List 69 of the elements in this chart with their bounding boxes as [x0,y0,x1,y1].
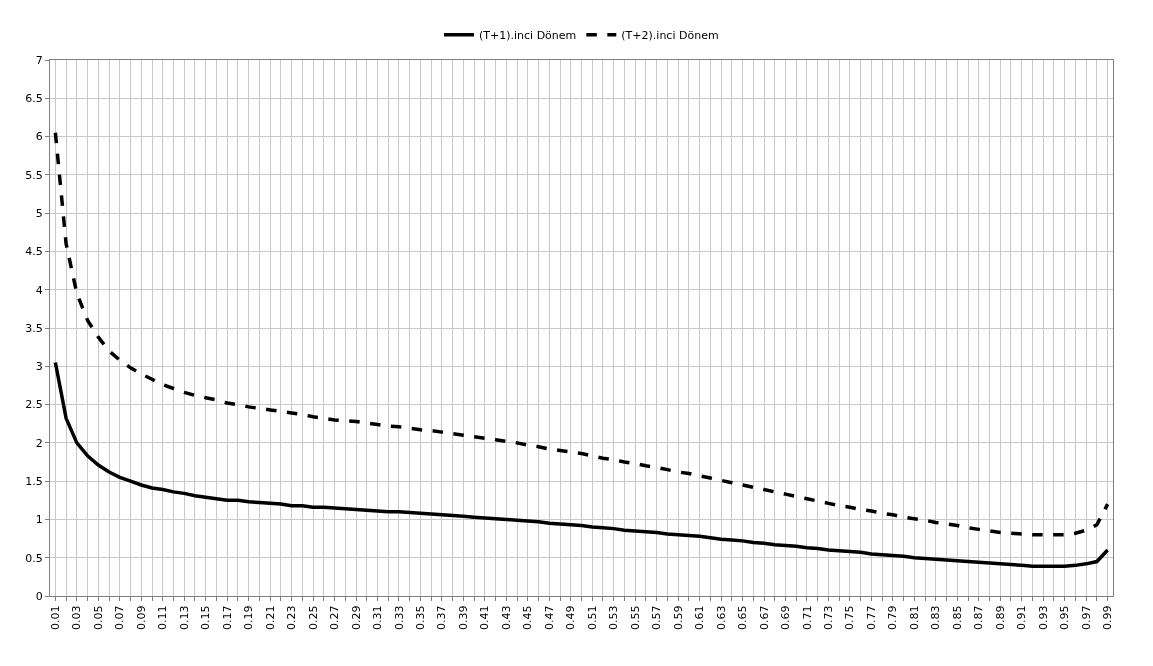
x-tick-label: 0.93 [1036,605,1050,630]
x-tick-label: 0.63 [714,605,728,630]
x-tick-label: 0.81 [907,605,921,630]
x-tick-label: 0.99 [1101,605,1115,630]
x-tick-label: 0.83 [929,605,943,630]
x-tick-label: 0.57 [650,605,664,630]
y-tick-label: 6 [35,130,43,144]
x-tick-label: 0.33 [392,605,406,630]
x-tick-label: 0.89 [993,605,1007,630]
x-tick-label: 0.97 [1079,605,1093,630]
x-tick-label: 0.79 [886,605,900,630]
x-tick-label: 0.67 [757,605,771,630]
x-tick-label: 0.53 [607,605,621,630]
x-tick-label: 0.41 [478,605,492,630]
x-tick-label: 0.87 [972,605,986,630]
x-tick-label: 0.73 [822,605,836,630]
x-tick-label: 0.17 [220,605,234,630]
y-tick-label: 7 [35,53,43,67]
x-tick-label: 0.25 [306,605,320,630]
y-tick-label: 4.5 [25,245,43,259]
x-tick-label: 0.45 [521,605,535,630]
y-tick-label: 3.5 [25,321,43,335]
y-tick-label: 1 [35,513,43,527]
x-tick-label: 0.55 [628,605,642,630]
y-tick-label: 3 [35,360,43,374]
y-tick-label: 2.5 [25,398,43,412]
x-tick-label: 0.35 [414,605,428,630]
x-tick-label: 0.69 [779,605,793,630]
line-series [53,130,1110,537]
x-tick-label: 0.05 [91,605,105,630]
y-tick-label: 6.5 [25,92,43,106]
x-tick-label: 0.29 [349,605,363,630]
y-tick-label: 0.5 [25,551,43,565]
legend-label: (T+1).inci Dönem [479,29,577,43]
x-tick-label: 0.01 [48,605,62,630]
y-tick-label: 4 [35,283,43,297]
x-tick-label: 0.09 [134,605,148,630]
x-tick-label: 0.91 [1015,605,1029,630]
y-tick-label: 1.5 [25,474,43,488]
x-tick-label: 0.77 [864,605,878,630]
x-tick-label: 0.23 [285,605,299,630]
x-tick-label: 0.19 [242,605,256,630]
x-tick-label: 0.51 [585,605,599,630]
x-tick-label: 0.03 [70,605,84,630]
x-tick-label: 0.37 [435,605,449,630]
x-tick-label: 0.13 [177,605,191,630]
line-series [53,360,1110,568]
y-tick-label: 5 [35,206,43,220]
x-tick-label: 0.31 [371,605,385,630]
legend-label: (T+2).inci Dönem [621,29,719,43]
x-tick-label: 0.71 [800,605,814,630]
x-tick-label: 0.59 [671,605,685,630]
y-tick-label: 0 [35,589,43,603]
x-tick-label: 0.65 [736,605,750,630]
x-tick-label: 0.15 [199,605,213,630]
x-tick-label: 0.49 [564,605,578,630]
x-tick-label: 0.11 [156,605,170,630]
x-tick-label: 0.61 [693,605,707,630]
x-tick-label: 0.85 [950,605,964,630]
x-tick-label: 0.47 [542,605,556,630]
x-tick-label: 0.07 [113,605,127,630]
x-tick-label: 0.43 [499,605,513,630]
x-tick-label: 0.95 [1058,605,1072,630]
x-tick-label: 0.27 [328,605,342,630]
y-tick-label: 2 [35,436,43,450]
x-tick-label: 0.75 [843,605,857,630]
y-tick-label: 5.5 [25,168,43,182]
x-tick-label: 0.21 [263,605,277,630]
x-tick-label: 0.39 [456,605,470,630]
